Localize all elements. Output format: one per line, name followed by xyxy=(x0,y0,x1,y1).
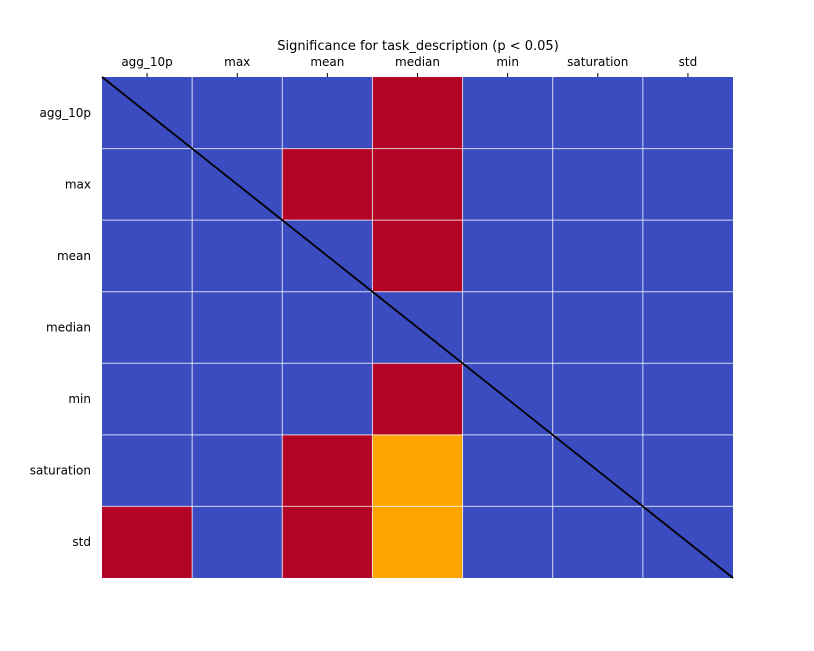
heatmap-gridlines xyxy=(102,77,733,578)
x-tick-label: median xyxy=(395,55,440,69)
heatmap-cell-mean-std xyxy=(642,220,733,292)
y-tick-label: max xyxy=(65,177,91,191)
heatmap-cell-min-saturation xyxy=(552,363,643,435)
heatmap-cell-std-saturation xyxy=(552,506,643,578)
y-tick-label: saturation xyxy=(30,464,91,478)
heatmap-cell-median-mean xyxy=(282,291,373,364)
heatmap-cell-mean-saturation xyxy=(552,220,643,292)
heatmap-cell-max-median xyxy=(372,148,463,221)
heatmap-cell-std-agg_10p xyxy=(102,506,193,578)
chart-title: Significance for task_description (p < 0… xyxy=(277,39,559,54)
heatmap-cell-agg_10p-max xyxy=(192,77,283,149)
heatmap-cell-std-max xyxy=(192,506,283,578)
x-tick-label: std xyxy=(679,55,698,69)
heatmap-cell-std-min xyxy=(462,506,553,578)
heatmap-cell-saturation-median xyxy=(372,434,463,507)
heatmap-cell-agg_10p-median xyxy=(372,77,463,149)
x-axis: agg_10p max mean median min saturation std xyxy=(121,55,697,77)
heatmap-cell-mean-max xyxy=(192,220,283,292)
heatmap-cell-saturation-std xyxy=(642,434,733,507)
heatmap-cell-max-std xyxy=(642,148,733,221)
heatmap-cell-std-median xyxy=(372,506,463,578)
heatmap-cell-min-median xyxy=(372,363,463,435)
heatmap-cell-min-std xyxy=(642,363,733,435)
diagonal-layer xyxy=(101,76,734,579)
heatmap-cell-max-min xyxy=(462,148,553,221)
y-tick-label: mean xyxy=(57,249,91,263)
heatmap-cell-min-mean xyxy=(282,363,373,435)
heatmap-cell-saturation-agg_10p xyxy=(102,434,193,507)
heatmap-cell-saturation-max xyxy=(192,434,283,507)
heatmap-cell-agg_10p-mean xyxy=(282,77,373,149)
heatmap-cell-agg_10p-min xyxy=(462,77,553,149)
heatmap-cell-mean-min xyxy=(462,220,553,292)
heatmap-cell-max-mean xyxy=(282,148,373,221)
y-tick-label: median xyxy=(46,321,91,335)
y-tick-label: min xyxy=(68,392,91,406)
heatmap-cell-median-std xyxy=(642,291,733,364)
heatmap-cell-agg_10p-saturation xyxy=(552,77,643,149)
y-tick-label: agg_10p xyxy=(40,106,91,120)
heatmap-cell-saturation-min xyxy=(462,434,553,507)
heatmap-cell-mean-agg_10p xyxy=(102,220,193,292)
heatmap-cells xyxy=(102,77,733,578)
heatmap-cell-median-max xyxy=(192,291,283,364)
x-tick-label: mean xyxy=(310,55,344,69)
heatmap-cell-std-mean xyxy=(282,506,373,578)
diagonal-line xyxy=(101,76,734,579)
x-tick-label: min xyxy=(496,55,519,69)
heatmap-cell-agg_10p-std xyxy=(642,77,733,149)
heatmap-cell-median-agg_10p xyxy=(102,291,193,364)
heatmap-cell-mean-median xyxy=(372,220,463,292)
y-tick-label: std xyxy=(72,535,91,549)
heatmap-cell-min-max xyxy=(192,363,283,435)
heatmap-cell-min-agg_10p xyxy=(102,363,193,435)
heatmap-cell-saturation-mean xyxy=(282,434,373,507)
x-tick-label: saturation xyxy=(567,55,628,69)
heatmap-cell-max-agg_10p xyxy=(102,148,193,221)
heatmap-cell-median-min xyxy=(462,291,553,364)
x-tick-label: agg_10p xyxy=(121,55,172,69)
heatmap-cell-max-saturation xyxy=(552,148,643,221)
heatmap-cell-median-saturation xyxy=(552,291,643,364)
x-tick-label: max xyxy=(224,55,250,69)
